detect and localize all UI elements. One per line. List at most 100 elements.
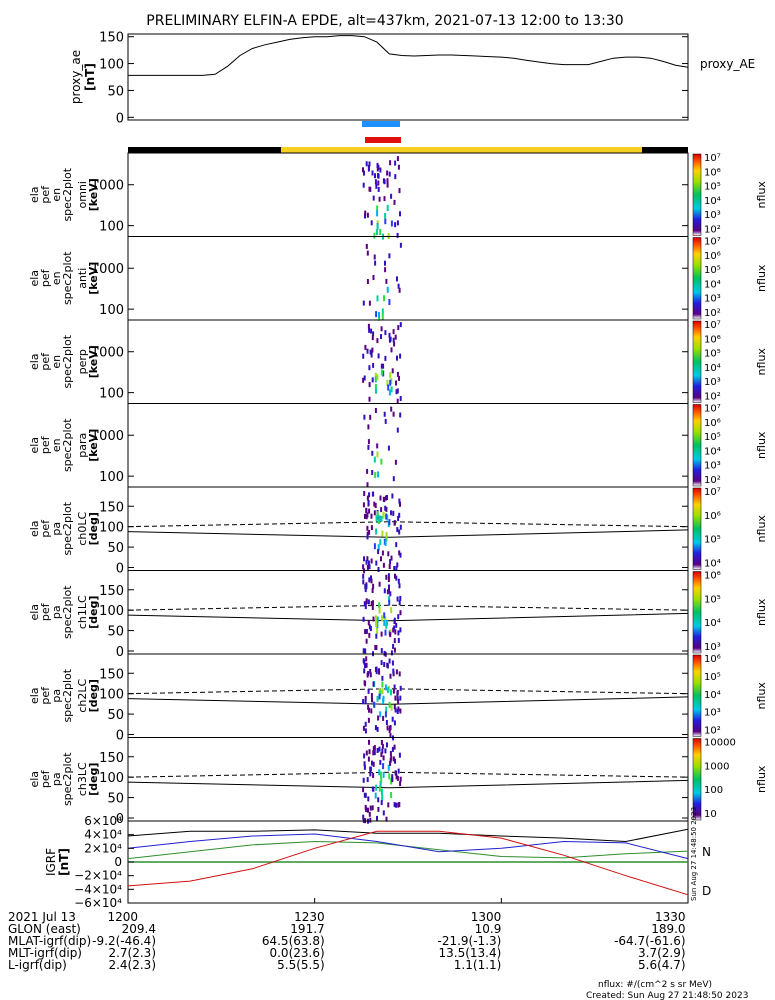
en_omni-cell [370,220,373,226]
en_para-cell [394,459,397,465]
pa_ch3-cell [391,746,394,752]
pa_ch2-ylabel: ch2LC [76,679,89,713]
pa_ch2-cell [370,708,373,714]
en_omni-cell [366,212,369,218]
en_anti-cell [375,311,378,318]
pa_ch2-cell [399,708,402,714]
en_omni-cell [384,218,387,225]
pa_ch2-cell [398,671,401,677]
en_perp-cell [396,398,399,404]
pa_ch3-colorbar-label: 1000 [704,761,729,772]
pa_ch2-cell [373,701,376,708]
en_omni-colorbar-unit: nflux [755,181,768,209]
pa_ch3-cell [386,742,388,748]
pa_ch3-cell [391,777,394,783]
en_perp-cell [370,352,373,358]
pa_ch2-colorbar-label: 10² [704,726,721,737]
pa_ch0-frame [127,486,689,571]
pa_ch3-colorbar-label: 100 [704,785,723,796]
en_para-tick-label: 100 [99,470,124,485]
en_omni-cell [379,229,382,235]
pa_ch2-cell [390,689,392,696]
pa_ch3-cell [375,784,378,791]
en_para-ylabel: spec2plot [61,418,74,472]
pa_ch2-cell [390,704,393,711]
pa_ch2-cell [365,656,368,662]
time-axis-time: 1230 [294,910,325,924]
pa_ch3-cell [399,776,402,782]
shadow-bar [128,147,281,153]
pa_ch0-cell [379,539,382,546]
en_perp-cell [398,375,400,381]
pa_ch1-cell [397,614,400,620]
pa_ch1-cell [396,596,399,602]
pa_ch2-cell [364,721,367,727]
en_omni-colorbar-label: 10⁵ [704,182,721,193]
pa_ch0-cell [365,508,368,514]
pa_ch0-cell [374,503,377,508]
pa_ch2-colorbar-label: 10⁶ [704,654,721,665]
pa_ch0-cell [368,529,371,535]
en_perp-colorbar-label: 10⁵ [704,349,721,360]
pa_ch1-cell [375,621,378,627]
en_omni-cell [374,179,377,185]
pa_ch3-cell [388,773,391,780]
en_anti-cell [372,275,375,280]
en_omni-colorbar-label: 10³ [704,210,721,221]
pa_ch3-colorbar-unit: nflux [755,765,768,793]
pa_ch1-cell [383,620,386,626]
pa_ch3-cell [381,743,384,749]
pa_ch0-cell [393,520,396,526]
pa_ch0-cell [399,552,402,558]
pa_ch0-cell [399,524,402,530]
pa_ch2-cell [393,684,396,690]
pa_ch3-cell [380,752,383,758]
pa_ch3-cell [382,763,385,770]
en_para-cell [367,444,370,450]
pa_ch1-cell [398,600,401,606]
pa_ch1-cell [393,638,396,644]
pa_ch1-cell [365,629,368,634]
en_para-cell [399,412,402,418]
pa_ch1-cell [397,637,400,643]
pa_ch3-cell [364,804,367,810]
shadow-bar [642,147,688,153]
en_omni-cell [362,167,364,173]
pa_ch0-ylabel: [deg] [87,512,100,545]
pa_ch1-cell [395,575,398,581]
pa_ch1-cell [390,607,393,614]
pa_ch2-cell [380,660,383,666]
en_para-cell [376,451,379,458]
en_omni-cell [367,166,370,172]
pa_ch2-cell [382,715,385,721]
pa_ch3-cell [366,777,369,783]
pa_ch1-cell [395,622,398,628]
proxy-ae-frame [127,33,689,121]
pa_ch0-cell [385,513,388,520]
pa_ch0-colorbar [692,487,702,570]
en_perp-frame [127,319,689,404]
pa_ch0-cell [366,495,369,501]
pa_ch3-cell [373,745,376,751]
igrf-tick-label: −6×10⁴ [74,896,122,910]
science-zone-blue-bar [362,121,400,127]
pa_ch3-loss-cone-line [127,779,689,789]
pa_ch2-cell [371,697,373,703]
en_omni-cell [376,205,379,212]
pa_ch2-cell [376,695,379,702]
pa_ch3-cell [385,816,388,822]
pa_ch2-cell [362,725,365,731]
pa_ch3-cell [381,794,384,801]
pa_ch3-cell [363,764,366,770]
pa_ch1-cell [383,650,386,656]
pa_ch2-cell [399,685,402,691]
en_perp-cell [396,388,399,394]
en_perp-cell [382,370,385,377]
en_omni-cell [362,182,365,188]
pa_ch3-cell [381,748,384,754]
proxy-ae-tick-label: 100 [99,58,124,73]
pa_ch1-cell [385,622,388,629]
en_omni-tick-label: 100 [99,220,124,235]
pa_ch2-colorbar-label: 10³ [704,708,721,719]
pa_ch3-cell [378,785,381,792]
